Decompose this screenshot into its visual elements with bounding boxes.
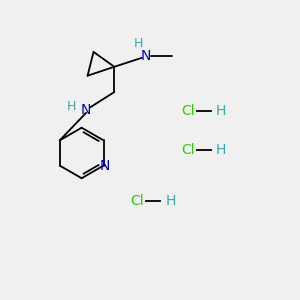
Text: Cl: Cl	[181, 143, 195, 157]
Text: H: H	[166, 194, 176, 208]
Text: H: H	[216, 104, 226, 118]
Text: N: N	[140, 50, 151, 63]
Text: Cl: Cl	[130, 194, 144, 208]
Text: H: H	[134, 38, 143, 50]
Text: N: N	[81, 103, 91, 117]
Text: H: H	[67, 100, 76, 113]
Text: H: H	[216, 143, 226, 157]
Text: Cl: Cl	[181, 104, 195, 118]
Text: N: N	[100, 159, 110, 172]
